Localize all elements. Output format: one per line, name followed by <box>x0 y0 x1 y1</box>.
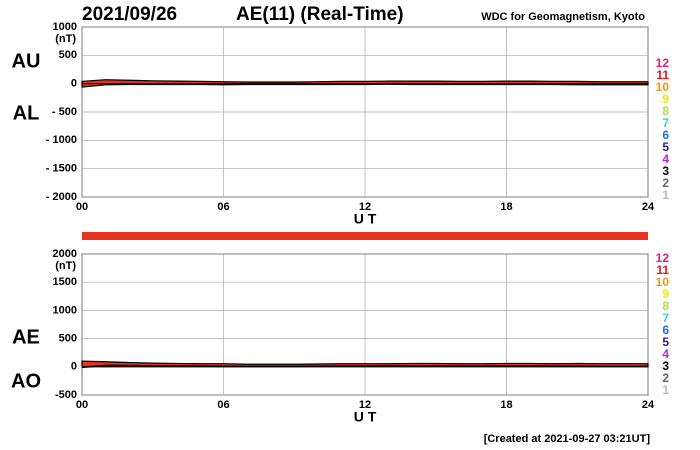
x-tick-label: 00 <box>76 201 88 213</box>
station-legend: 5 <box>662 335 669 349</box>
station-legend: 10 <box>656 275 670 289</box>
x-axis-label: U T <box>354 409 377 425</box>
station-legend: 8 <box>662 299 669 313</box>
x-tick-label: 06 <box>217 399 229 411</box>
station-bar <box>82 232 648 240</box>
y-tick-label: -500 <box>55 389 77 401</box>
station-legend: 1 <box>662 188 669 202</box>
unit-label: (nT) <box>55 260 76 272</box>
y-tick-label: - 2000 <box>46 191 77 203</box>
y-tick-label: 2000 <box>53 248 77 260</box>
x-tick-label: 00 <box>76 399 88 411</box>
unit-label: (nT) <box>55 33 76 45</box>
station-legend: 6 <box>662 128 669 142</box>
chart-title: AE(11) (Real-Time) <box>236 4 404 25</box>
station-legend: 2 <box>662 371 669 385</box>
station-legend: 4 <box>662 347 669 361</box>
ao-line <box>81 364 648 369</box>
y-tick-label: - 1000 <box>46 134 77 146</box>
station-legend: 6 <box>662 323 669 337</box>
station-legend: 9 <box>662 92 669 106</box>
lower-label: AO <box>11 370 41 392</box>
y-tick-label: 1500 <box>53 276 77 288</box>
y-tick-label: - 1500 <box>46 163 77 175</box>
area <box>81 83 649 88</box>
upper-label: AU <box>12 50 41 72</box>
station-legend: 3 <box>662 164 669 178</box>
station-legend: 8 <box>662 104 669 118</box>
station-legend: 1 <box>662 383 669 397</box>
station-legend: 3 <box>662 359 669 373</box>
y-tick-label: 500 <box>59 49 77 61</box>
y-tick-label: 500 <box>59 333 77 345</box>
x-tick-label: 24 <box>642 399 655 411</box>
created: [Created at 2021-09-27 03:21UT] <box>484 433 651 445</box>
station-legend: 5 <box>662 140 669 154</box>
y-tick-label: 0 <box>71 78 77 90</box>
station-legend: 10 <box>656 80 670 94</box>
station-legend: 9 <box>662 287 669 301</box>
lower-label: AL <box>13 102 40 124</box>
station-legend: 2 <box>662 176 669 190</box>
station-legend: 7 <box>662 311 669 325</box>
x-tick-label: 24 <box>642 201 655 213</box>
x-tick-label: 12 <box>359 201 371 213</box>
station-legend: 7 <box>662 116 669 130</box>
x-tick-label: 12 <box>359 399 371 411</box>
area <box>81 79 649 85</box>
x-tick-label: 18 <box>500 201 512 213</box>
date: 2021/09/26 <box>82 4 177 25</box>
station-legend: 12 <box>656 251 670 265</box>
station-legend: 11 <box>656 68 669 82</box>
upper-label: AE <box>12 326 40 348</box>
y-tick-label: 1000 <box>53 304 77 316</box>
source: WDC for Geomagnetism, Kyoto <box>481 11 645 23</box>
y-tick-label: 0 <box>71 361 77 373</box>
station-legend: 12 <box>656 56 670 70</box>
y-tick-label: 1000 <box>53 21 77 33</box>
x-tick-label: 18 <box>500 399 512 411</box>
y-tick-label: - 500 <box>52 106 77 118</box>
x-tick-label: 06 <box>217 201 229 213</box>
station-legend: 4 <box>662 152 669 166</box>
x-axis-label: U T <box>354 211 377 227</box>
station-legend: 11 <box>656 263 669 277</box>
